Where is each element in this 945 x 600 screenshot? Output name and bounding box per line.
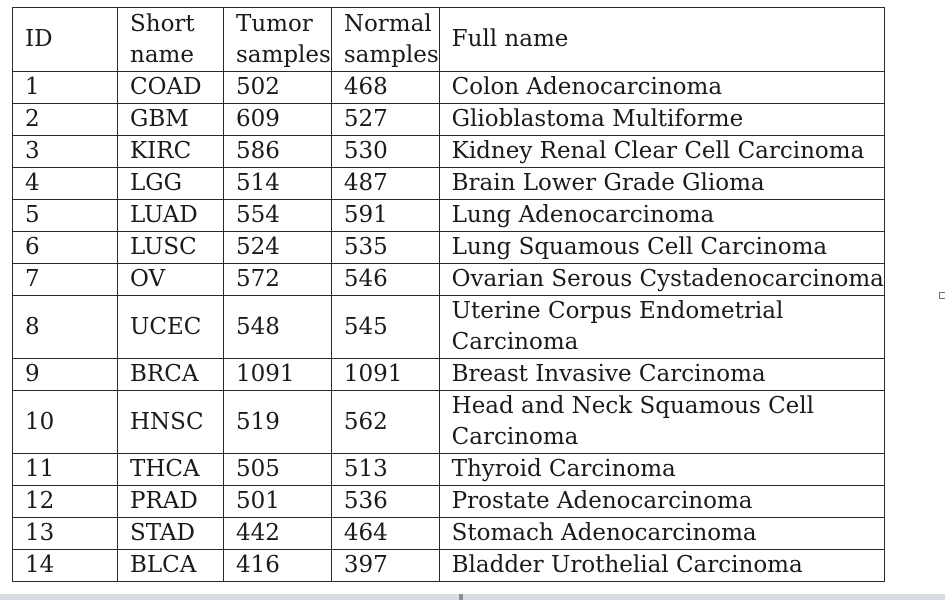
- header-short-name: Short name: [117, 7, 224, 72]
- cell-short-name: BLCA: [117, 549, 224, 582]
- cell-normal-samples: 591: [330, 199, 440, 232]
- cell-full-name: Ovarian Serous Cystadenocarcinoma: [438, 263, 885, 296]
- header-tumor-samples: Tumor samples: [223, 7, 332, 72]
- cell-short-name: PRAD: [117, 485, 224, 518]
- cell-tumor-samples: 586: [223, 135, 332, 168]
- cell-short-name: COAD: [117, 71, 224, 104]
- header-id: ID: [12, 7, 118, 72]
- table-row: 6 LUSC 524 535 Lung Squamous Cell Carcin…: [12, 231, 885, 264]
- cell-id: 9: [12, 358, 118, 391]
- cell-full-name: Bladder Urothelial Carcinoma: [438, 549, 885, 582]
- cell-full-name: Thyroid Carcinoma: [438, 453, 885, 486]
- cell-id: 4: [12, 167, 118, 200]
- cell-short-name: STAD: [117, 517, 224, 550]
- cell-short-name: HNSC: [117, 390, 224, 454]
- cell-full-name: Kidney Renal Clear Cell Carcinoma: [438, 135, 885, 168]
- cell-tumor-samples: 524: [223, 231, 332, 264]
- cell-short-name: LUSC: [117, 231, 224, 264]
- data-table-container: ID Short name Tumor samples Normal sampl…: [12, 7, 885, 582]
- cell-short-name: THCA: [117, 453, 224, 486]
- cell-id: 3: [12, 135, 118, 168]
- table-row: 7 OV 572 546 Ovarian Serous Cystadenocar…: [12, 263, 885, 296]
- table-row: 10 HNSC 519 562 Head and Neck Squamous C…: [12, 390, 885, 454]
- resize-handle[interactable]: [939, 292, 945, 299]
- cell-short-name: GBM: [117, 103, 224, 136]
- cell-normal-samples: 397: [330, 549, 440, 582]
- cell-id: 2: [12, 103, 118, 136]
- cell-tumor-samples: 519: [223, 390, 332, 454]
- cell-tumor-samples: 502: [223, 71, 332, 104]
- cell-normal-samples: 527: [330, 103, 440, 136]
- cell-short-name: UCEC: [117, 295, 224, 359]
- cell-normal-samples: 535: [330, 231, 440, 264]
- cell-normal-samples: 1091: [330, 358, 440, 391]
- table-row: 5 LUAD 554 591 Lung Adenocarcinoma: [12, 199, 885, 232]
- cell-full-name: Lung Squamous Cell Carcinoma: [438, 231, 885, 264]
- cell-id: 7: [12, 263, 118, 296]
- cell-tumor-samples: 1091: [223, 358, 332, 391]
- cell-tumor-samples: 505: [223, 453, 332, 486]
- table-row: 14 BLCA 416 397 Bladder Urothelial Carci…: [12, 549, 885, 582]
- cell-id: 1: [12, 71, 118, 104]
- scrollbar-thumb[interactable]: [459, 594, 463, 600]
- cell-short-name: OV: [117, 263, 224, 296]
- cell-full-name: Breast Invasive Carcinoma: [438, 358, 885, 391]
- cell-full-name: Lung Adenocarcinoma: [438, 199, 885, 232]
- table-row: 1 COAD 502 468 Colon Adenocarcinoma: [12, 71, 885, 104]
- table-body: 1 COAD 502 468 Colon Adenocarcinoma 2 GB…: [12, 71, 885, 582]
- header-normal-samples: Normal samples: [330, 7, 440, 72]
- table-row: 3 KIRC 586 530 Kidney Renal Clear Cell C…: [12, 135, 885, 168]
- cell-tumor-samples: 514: [223, 167, 332, 200]
- cell-full-name: Glioblastoma Multiforme: [438, 103, 885, 136]
- cell-short-name: LGG: [117, 167, 224, 200]
- header-full-name: Full name: [438, 7, 885, 72]
- cell-tumor-samples: 501: [223, 485, 332, 518]
- table-row: 8 UCEC 548 545 Uterine Corpus Endometria…: [12, 295, 885, 359]
- cell-tumor-samples: 572: [223, 263, 332, 296]
- cell-normal-samples: 530: [330, 135, 440, 168]
- cell-tumor-samples: 609: [223, 103, 332, 136]
- cell-id: 8: [12, 295, 118, 359]
- table-row: 4 LGG 514 487 Brain Lower Grade Glioma: [12, 167, 885, 200]
- cell-id: 5: [12, 199, 118, 232]
- header-row: ID Short name Tumor samples Normal sampl…: [12, 7, 885, 72]
- cell-normal-samples: 513: [330, 453, 440, 486]
- cell-id: 11: [12, 453, 118, 486]
- table-header: ID Short name Tumor samples Normal sampl…: [12, 7, 885, 72]
- cell-full-name: Brain Lower Grade Glioma: [438, 167, 885, 200]
- cell-normal-samples: 545: [330, 295, 440, 359]
- table-row: 13 STAD 442 464 Stomach Adenocarcinoma: [12, 517, 885, 550]
- cell-short-name: LUAD: [117, 199, 224, 232]
- cell-normal-samples: 536: [330, 485, 440, 518]
- cell-full-name: Head and Neck Squamous Cell Carcinoma: [438, 390, 885, 454]
- cell-tumor-samples: 416: [223, 549, 332, 582]
- cell-tumor-samples: 548: [223, 295, 332, 359]
- cell-id: 14: [12, 549, 118, 582]
- horizontal-scrollbar[interactable]: [0, 594, 945, 600]
- cell-tumor-samples: 442: [223, 517, 332, 550]
- table-row: 9 BRCA 1091 1091 Breast Invasive Carcino…: [12, 358, 885, 391]
- cell-normal-samples: 562: [330, 390, 440, 454]
- table-row: 2 GBM 609 527 Glioblastoma Multiforme: [12, 103, 885, 136]
- cell-normal-samples: 464: [330, 517, 440, 550]
- cell-normal-samples: 487: [330, 167, 440, 200]
- table-row: 11 THCA 505 513 Thyroid Carcinoma: [12, 453, 885, 486]
- cell-normal-samples: 468: [330, 71, 440, 104]
- cell-id: 12: [12, 485, 118, 518]
- cell-full-name: Colon Adenocarcinoma: [438, 71, 885, 104]
- cell-tumor-samples: 554: [223, 199, 332, 232]
- cell-id: 6: [12, 231, 118, 264]
- cell-full-name: Uterine Corpus Endometrial Carcinoma: [438, 295, 885, 359]
- cell-short-name: BRCA: [117, 358, 224, 391]
- cancer-types-table: ID Short name Tumor samples Normal sampl…: [12, 7, 885, 582]
- cell-id: 10: [12, 390, 118, 454]
- cell-full-name: Stomach Adenocarcinoma: [438, 517, 885, 550]
- table-row: 12 PRAD 501 536 Prostate Adenocarcinoma: [12, 485, 885, 518]
- cell-id: 13: [12, 517, 118, 550]
- cell-normal-samples: 546: [330, 263, 440, 296]
- cell-short-name: KIRC: [117, 135, 224, 168]
- cell-full-name: Prostate Adenocarcinoma: [438, 485, 885, 518]
